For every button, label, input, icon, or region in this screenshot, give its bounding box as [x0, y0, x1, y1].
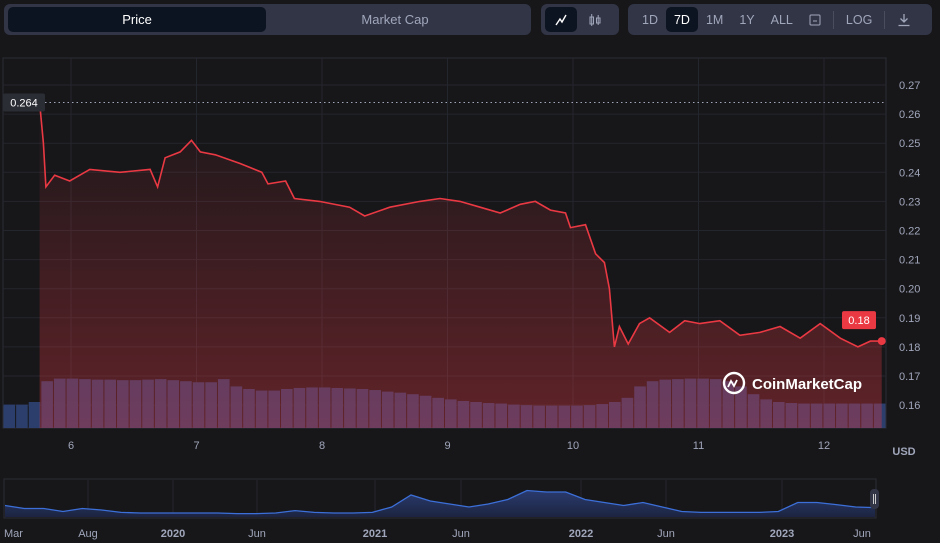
- navigator-label: Jun: [657, 528, 675, 540]
- svg-text:0.264: 0.264: [10, 97, 38, 109]
- x-tick-label: 9: [444, 440, 450, 452]
- volume-bar: [28, 402, 41, 428]
- volume-bar: [16, 404, 28, 428]
- timeframe-1d[interactable]: 1D: [642, 12, 658, 27]
- x-tick-label: 7: [193, 440, 199, 452]
- calendar-icon[interactable]: [801, 7, 829, 32]
- divider: [884, 10, 886, 29]
- line-chart-icon[interactable]: [545, 7, 577, 32]
- price-area: [39, 102, 882, 428]
- navigator-label: Jun: [452, 528, 470, 540]
- y-tick-label: 0.16: [899, 400, 920, 412]
- navigator-label: Jun: [853, 528, 871, 540]
- navigator-label: 2021: [363, 528, 387, 540]
- download-icon[interactable]: [889, 7, 919, 32]
- y-tick-label: 0.23: [899, 196, 920, 208]
- open-price-tag: 0.264: [3, 93, 45, 112]
- timeframe-1m[interactable]: 1M: [705, 12, 724, 27]
- watermark-logo: CoinMarketCap: [722, 371, 862, 395]
- last-price-tag: 0.18: [842, 311, 876, 330]
- navigator-label: Mar: [4, 528, 23, 540]
- navigator-label: Jun: [248, 528, 266, 540]
- y-tick-label: 0.21: [899, 255, 920, 267]
- timeframe-7d[interactable]: 7D: [665, 7, 698, 32]
- navigator-label: 2023: [770, 528, 794, 540]
- x-tick-label: 10: [567, 440, 579, 452]
- y-tick-label: 0.17: [899, 371, 920, 383]
- navigator-area: [5, 490, 875, 517]
- divider: [832, 10, 834, 29]
- timeframe-bar: 1D 7D 1M 1Y ALL LOG: [628, 4, 932, 35]
- log-button[interactable]: LOG: [845, 12, 873, 27]
- y-tick-label: 0.27: [899, 80, 920, 92]
- x-tick-label: 11: [693, 440, 704, 452]
- y-tick-label: 0.26: [899, 109, 920, 121]
- navigator-label: Aug: [78, 528, 98, 540]
- y-tick-label: 0.19: [899, 313, 920, 325]
- navigator-line: [4, 489, 876, 515]
- volume-bar: [3, 404, 16, 428]
- y-tick-label: 0.20: [899, 284, 920, 296]
- currency-label: USD: [892, 446, 915, 458]
- timeframe-1y[interactable]: 1Y: [739, 12, 755, 27]
- svg-text:CoinMarketCap: CoinMarketCap: [752, 376, 862, 393]
- svg-text:0.18: 0.18: [848, 315, 869, 327]
- navigator-label: 2020: [161, 528, 185, 540]
- x-tick-label: 8: [319, 440, 325, 452]
- x-tick-label: 6: [68, 440, 74, 452]
- timeframe-all[interactable]: ALL: [770, 12, 793, 27]
- tab-market-cap[interactable]: Market Cap: [361, 12, 429, 27]
- y-tick-label: 0.18: [899, 342, 920, 354]
- navigator-handle[interactable]: [870, 489, 879, 509]
- y-tick-label: 0.24: [899, 167, 920, 179]
- price-marketcap-toggle: Price Market Cap: [4, 4, 531, 35]
- candlestick-icon[interactable]: [577, 7, 613, 32]
- price-line: [38, 102, 882, 348]
- tab-price[interactable]: Price: [8, 7, 266, 32]
- chart-type-toggle: [541, 4, 619, 35]
- y-tick-label: 0.25: [899, 138, 920, 150]
- x-tick-label: 12: [818, 440, 830, 452]
- y-tick-label: 0.22: [899, 226, 920, 238]
- last-price-dot: [877, 337, 886, 346]
- navigator-label: 2022: [569, 528, 593, 540]
